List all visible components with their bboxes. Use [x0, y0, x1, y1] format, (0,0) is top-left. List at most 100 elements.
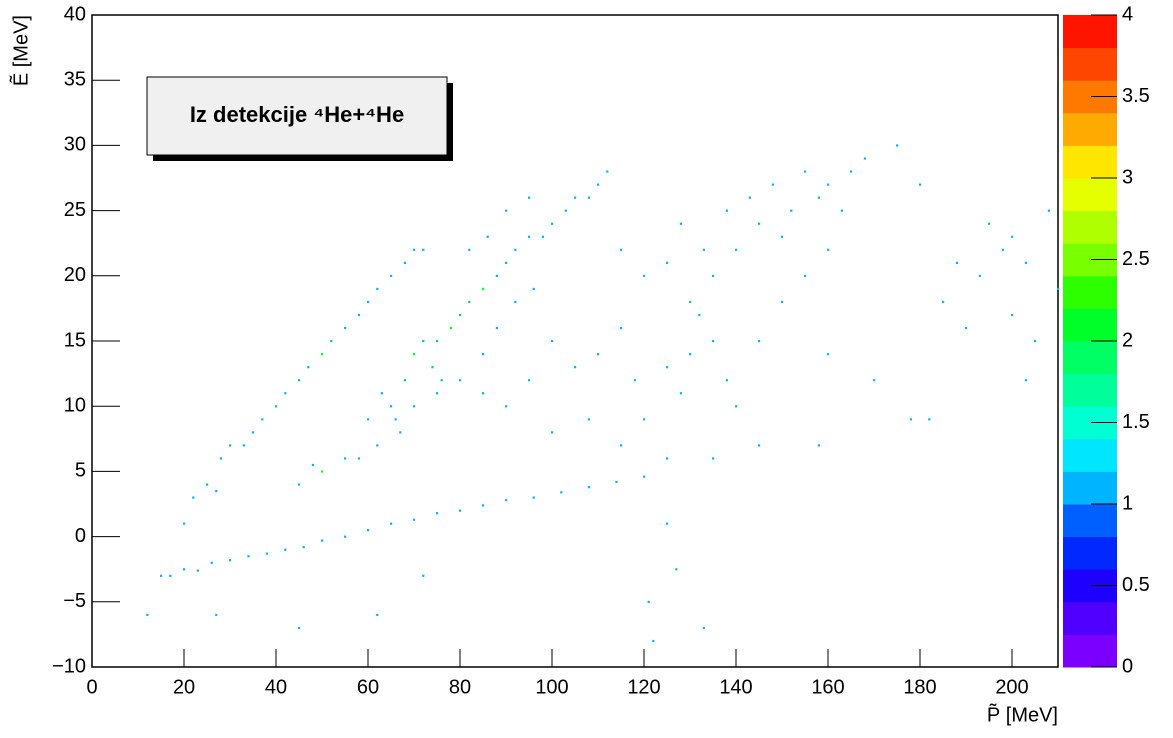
- point: [247, 555, 250, 558]
- point: [413, 248, 416, 251]
- y-tick-label: 25: [64, 199, 86, 221]
- point: [321, 470, 324, 473]
- point: [643, 418, 646, 421]
- point: [495, 326, 498, 330]
- x-tick-label: 60: [357, 676, 379, 698]
- palette-band: [1063, 15, 1117, 49]
- point: [344, 326, 347, 330]
- palette-band: [1063, 178, 1117, 212]
- y-tick-label: 30: [64, 134, 86, 156]
- point: [804, 274, 807, 277]
- point: [804, 170, 807, 173]
- point: [284, 548, 287, 551]
- point: [725, 209, 728, 212]
- point: [307, 366, 310, 369]
- point: [528, 235, 531, 238]
- point: [666, 522, 669, 525]
- point: [712, 274, 715, 277]
- palette-band: [1063, 308, 1117, 342]
- y-tick-label: 10: [64, 394, 86, 416]
- point: [620, 444, 623, 447]
- point: [1057, 287, 1060, 291]
- point: [781, 235, 784, 238]
- point: [215, 613, 218, 617]
- point: [344, 535, 347, 538]
- y-tick-label: 0: [75, 525, 86, 547]
- point: [827, 183, 830, 186]
- point: [229, 444, 232, 447]
- point: [647, 600, 650, 603]
- point: [689, 300, 692, 304]
- point: [146, 613, 149, 617]
- point: [210, 561, 213, 564]
- point: [679, 222, 682, 225]
- point: [551, 340, 554, 343]
- point: [758, 340, 761, 343]
- point: [261, 418, 264, 421]
- point: [560, 491, 563, 494]
- z-tick-label: 0: [1122, 655, 1133, 677]
- point: [459, 379, 462, 382]
- point: [482, 287, 485, 291]
- point: [367, 529, 370, 532]
- point: [675, 568, 678, 571]
- z-tick-label: 3: [1122, 166, 1133, 188]
- z-tick-label: 4: [1122, 3, 1133, 25]
- point: [643, 475, 646, 478]
- point: [330, 340, 333, 343]
- point: [449, 326, 452, 330]
- point: [863, 157, 866, 160]
- label-box: [146, 76, 448, 156]
- point: [1034, 340, 1037, 343]
- point: [298, 483, 301, 486]
- point: [541, 235, 544, 238]
- palette-band: [1063, 438, 1117, 472]
- point: [532, 287, 535, 291]
- point: [615, 480, 618, 484]
- point: [495, 274, 498, 277]
- point: [1024, 261, 1027, 264]
- palette-band: [1063, 47, 1117, 81]
- point: [229, 559, 232, 562]
- point: [873, 379, 876, 382]
- point: [183, 568, 186, 571]
- point: [514, 300, 517, 304]
- x-axis-title: P̃ [MeV]: [987, 703, 1058, 726]
- point: [436, 340, 439, 343]
- point: [702, 626, 705, 630]
- point: [620, 326, 623, 330]
- point: [265, 552, 268, 555]
- point: [376, 444, 379, 447]
- point: [702, 248, 705, 251]
- point: [1047, 209, 1050, 212]
- point: [505, 499, 508, 502]
- point: [422, 574, 425, 577]
- point: [514, 248, 517, 251]
- point: [321, 353, 324, 356]
- x-tick-label: 200: [995, 676, 1028, 698]
- point: [725, 379, 728, 382]
- point: [367, 418, 370, 421]
- point: [275, 405, 278, 408]
- point: [505, 405, 508, 408]
- point: [840, 209, 843, 212]
- point: [311, 463, 314, 467]
- point: [850, 170, 853, 173]
- point: [367, 300, 370, 304]
- point: [482, 353, 485, 356]
- x-tick-label: 100: [535, 676, 568, 698]
- point: [357, 313, 360, 317]
- point: [252, 431, 255, 434]
- point: [633, 379, 636, 382]
- point: [587, 486, 590, 489]
- point: [597, 183, 600, 186]
- y-tick-label: 35: [64, 68, 86, 90]
- palette-band: [1063, 601, 1117, 635]
- point: [431, 366, 434, 369]
- z-tick-label: 3.5: [1122, 85, 1150, 107]
- point: [698, 313, 701, 317]
- point: [422, 248, 425, 251]
- point: [206, 483, 209, 486]
- z-tick-label: 1.5: [1122, 411, 1150, 433]
